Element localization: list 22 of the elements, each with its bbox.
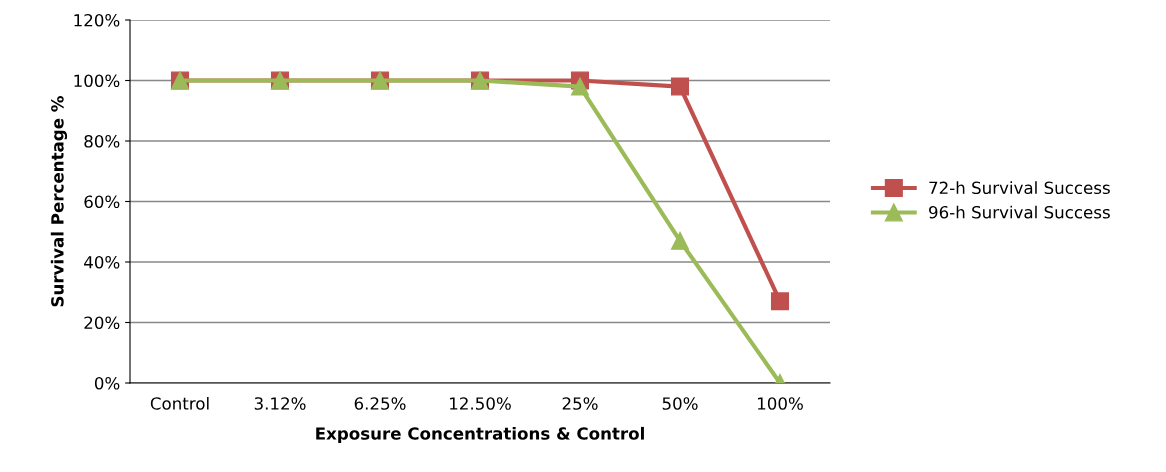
y-tick-label: 60% <box>84 195 120 209</box>
x-tick-label: 6.25% <box>354 397 406 410</box>
x-tick-label: 50% <box>662 397 698 410</box>
legend-label: 96-h Survival Success <box>929 205 1110 219</box>
point <box>770 292 790 311</box>
point <box>570 77 590 96</box>
x-tick-label: 3.12% <box>254 397 306 410</box>
y-tick-label: 80% <box>84 134 120 148</box>
y-tick-label: 40% <box>84 255 120 269</box>
y-tick-label: 100% <box>74 74 120 88</box>
x-tick-label: Control <box>150 396 209 410</box>
y-axis-title: Survival Percentage % <box>50 96 68 307</box>
y-tick-label: 120% <box>74 13 120 27</box>
x-tick-label: 12.50% <box>450 397 511 410</box>
x-tick-label: 25% <box>562 397 598 410</box>
x-tick-label: 100% <box>758 397 803 410</box>
point <box>670 231 690 250</box>
y-tick-label: 20% <box>84 316 120 330</box>
y-tick-label: 0% <box>94 376 120 390</box>
legend-label: 72-h Survival Success <box>929 181 1110 195</box>
x-axis-title: Exposure Concentrations & Control <box>316 426 644 444</box>
point <box>670 77 690 96</box>
